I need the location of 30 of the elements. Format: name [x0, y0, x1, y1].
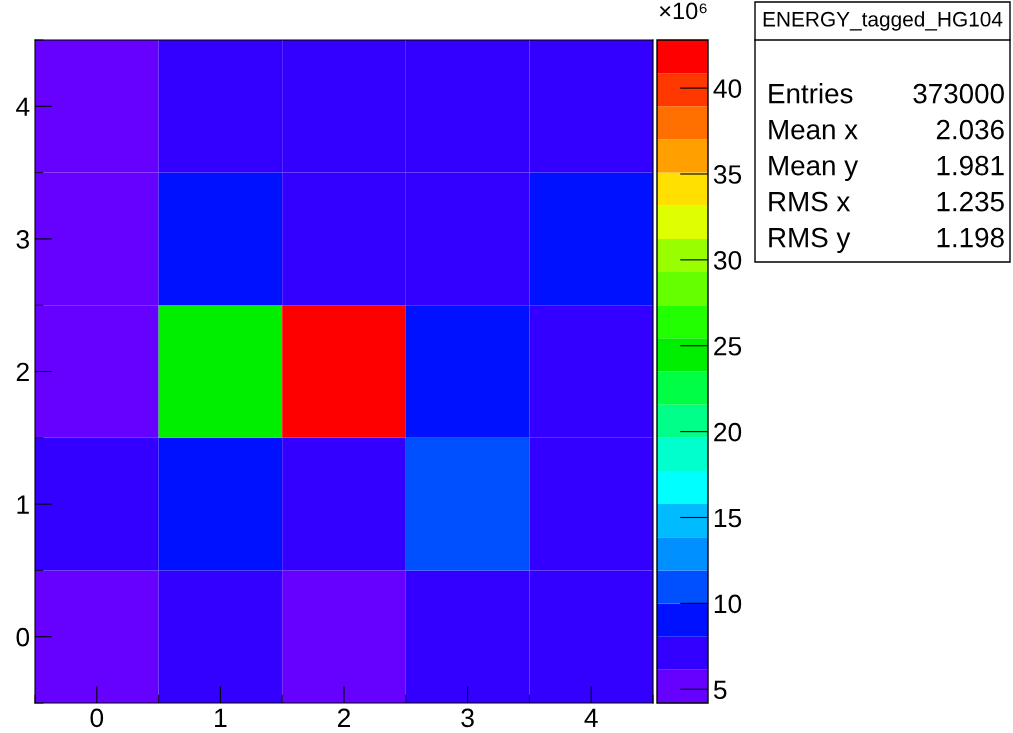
x-tick-label: 4	[584, 708, 598, 727]
color-bar-label: 35	[713, 165, 742, 184]
y-tick-label: 1	[17, 495, 29, 514]
color-bar-label: 5	[713, 680, 727, 700]
x-tick-label: 1	[215, 708, 227, 727]
text: Entries	[769, 83, 853, 104]
color-bar-title: ×10⁶	[659, 2, 707, 20]
color-bar-label: 10	[714, 594, 742, 614]
x-tick-label: 0	[90, 708, 104, 728]
color-bar-label: 40	[713, 79, 742, 98]
y-tick-label: 0	[16, 627, 30, 647]
text: ENERGY_tagged_HG104	[763, 11, 1003, 31]
text: 373000	[913, 83, 1004, 104]
y-tick-label: 2	[16, 362, 29, 382]
color-bar-label: 30	[713, 250, 742, 270]
x-tick-label: 3	[461, 708, 474, 728]
color-bar-label: 25	[714, 336, 742, 356]
x-tick-label: 2	[337, 708, 351, 727]
text: Mean x	[769, 120, 858, 140]
text: RMS y	[769, 227, 851, 253]
y-tick-label: 3	[16, 230, 29, 249]
y-tick-label: 4	[16, 97, 30, 116]
text: 1.198	[937, 227, 1004, 248]
text: RMS x	[769, 191, 851, 212]
text: 1.981	[937, 155, 1004, 176]
color-bar-label: 15	[714, 508, 742, 528]
text: 2.036	[936, 119, 1004, 140]
text: Mean y	[769, 156, 859, 181]
text: 1.235	[937, 191, 1004, 212]
color-bar-label: 20	[714, 422, 742, 442]
